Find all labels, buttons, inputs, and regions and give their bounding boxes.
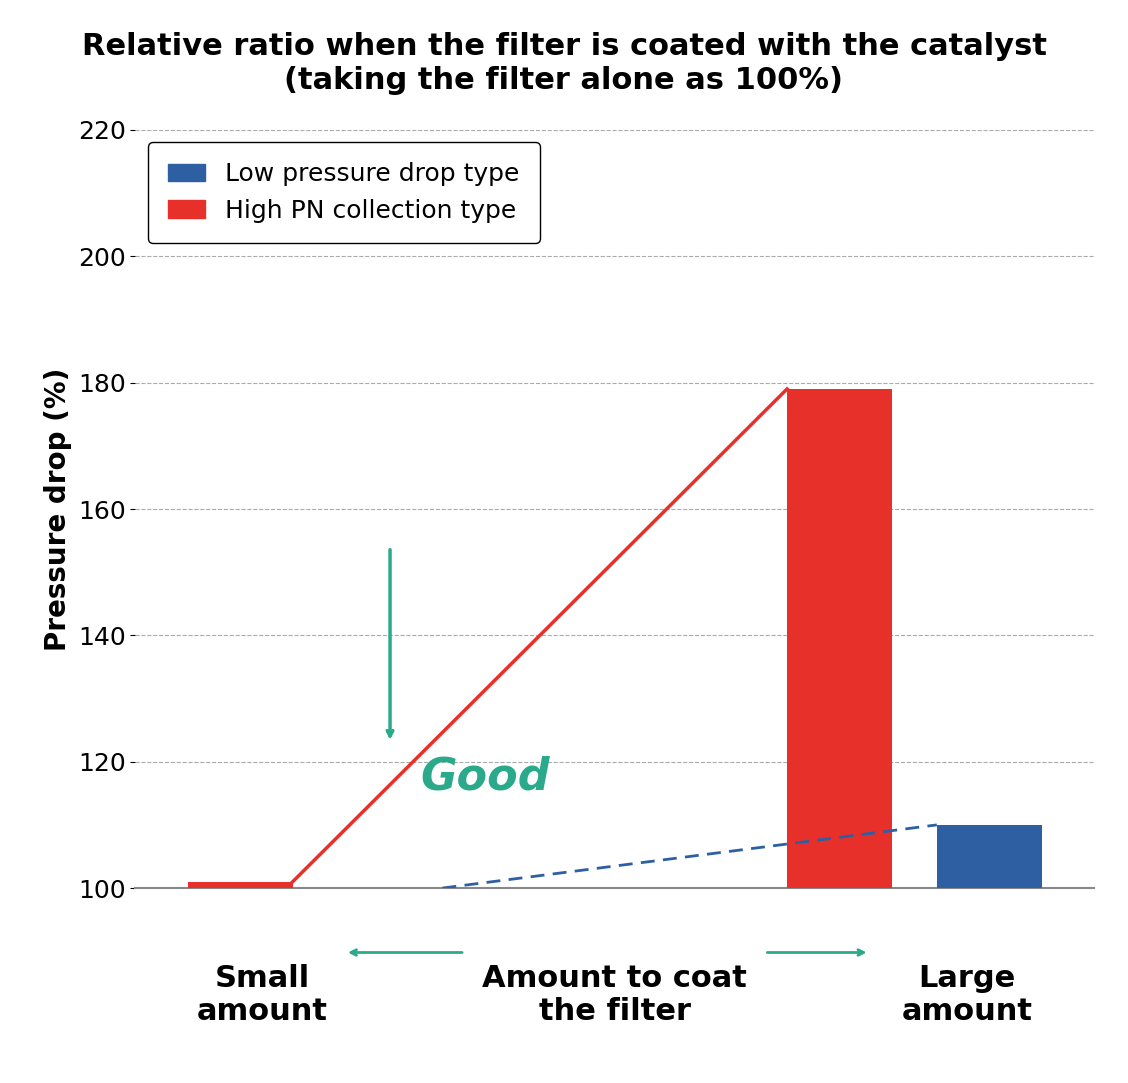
Bar (187, 882, 292, 888)
Bar (787, 389, 892, 888)
Legend: Low pressure drop type, High PN collection type: Low pressure drop type, High PN collecti… (148, 143, 539, 243)
Text: Good: Good (420, 756, 549, 798)
Text: Small
amount: Small amount (197, 964, 328, 1027)
Bar (937, 825, 1042, 888)
Y-axis label: Pressure drop (%): Pressure drop (%) (44, 367, 72, 651)
Text: Amount to coat
the filter: Amount to coat the filter (483, 964, 747, 1027)
Text: Relative ratio when the filter is coated with the catalyst
(taking the filter al: Relative ratio when the filter is coated… (81, 32, 1047, 95)
Text: Large
amount: Large amount (901, 964, 1032, 1027)
